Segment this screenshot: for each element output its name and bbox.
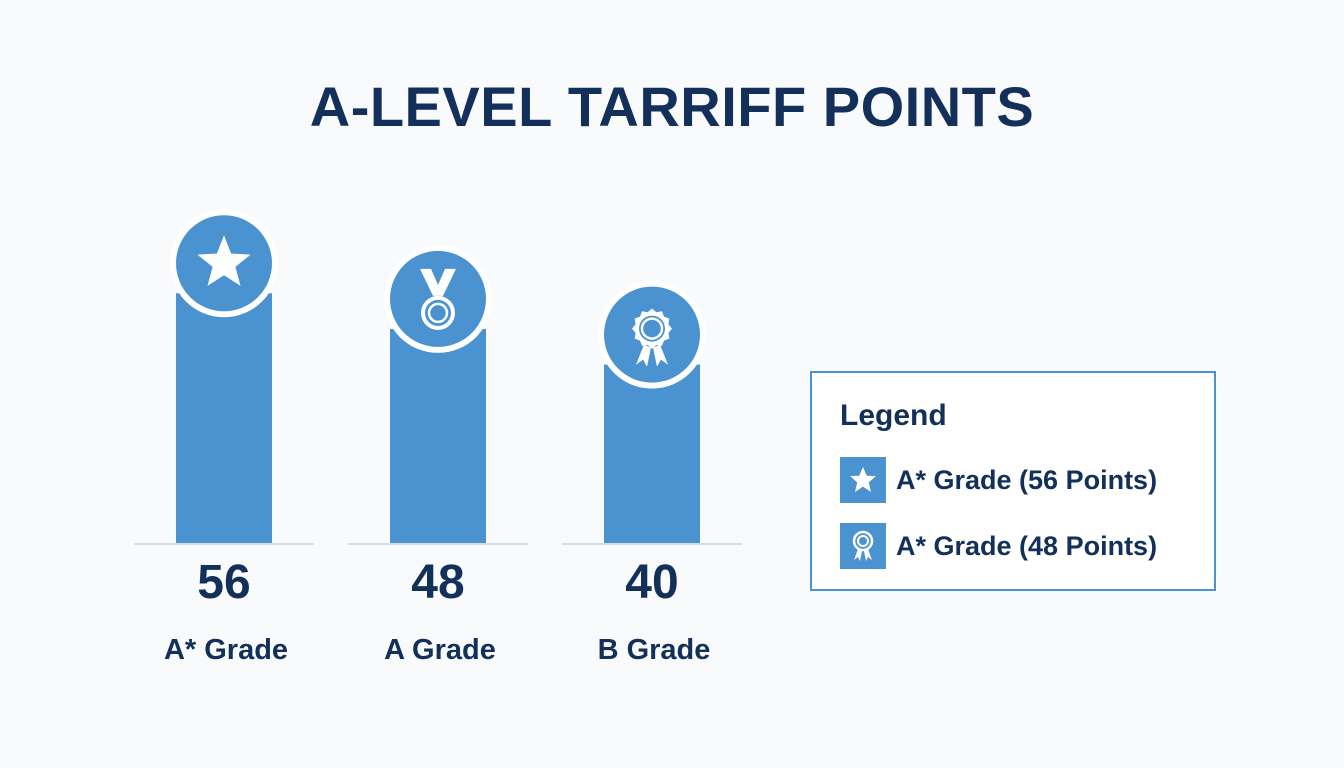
- value-label: 48: [411, 556, 464, 609]
- legend-item-rosette: A* Grade (48 Points): [840, 523, 1157, 569]
- value-label: 40: [625, 556, 678, 609]
- category-label: A Grade: [384, 634, 496, 666]
- chart-title: A-LEVEL TARRIFF POINTS: [309, 75, 1035, 138]
- legend: Legend A* Grade (56 Points) A* Grade (48…: [810, 371, 1216, 591]
- category-label: A* Grade: [164, 634, 288, 666]
- rosette-icon: [840, 523, 886, 569]
- legend-item-star: A* Grade (56 Points): [840, 457, 1157, 503]
- legend-label-rosette: A* Grade (48 Points): [896, 530, 1158, 561]
- medal-icon: [420, 268, 456, 330]
- legend-title: Legend: [840, 399, 947, 432]
- value-label: 56: [197, 556, 250, 609]
- legend-label-star: A* Grade (56 Points): [896, 464, 1158, 495]
- star-icon: [840, 457, 886, 503]
- rosette-icon: [632, 308, 672, 367]
- bar-1: [176, 293, 272, 543]
- category-label: B Grade: [598, 634, 711, 666]
- star-icon: [197, 235, 251, 286]
- bar-2: [390, 328, 486, 543]
- bar-3: [604, 364, 700, 543]
